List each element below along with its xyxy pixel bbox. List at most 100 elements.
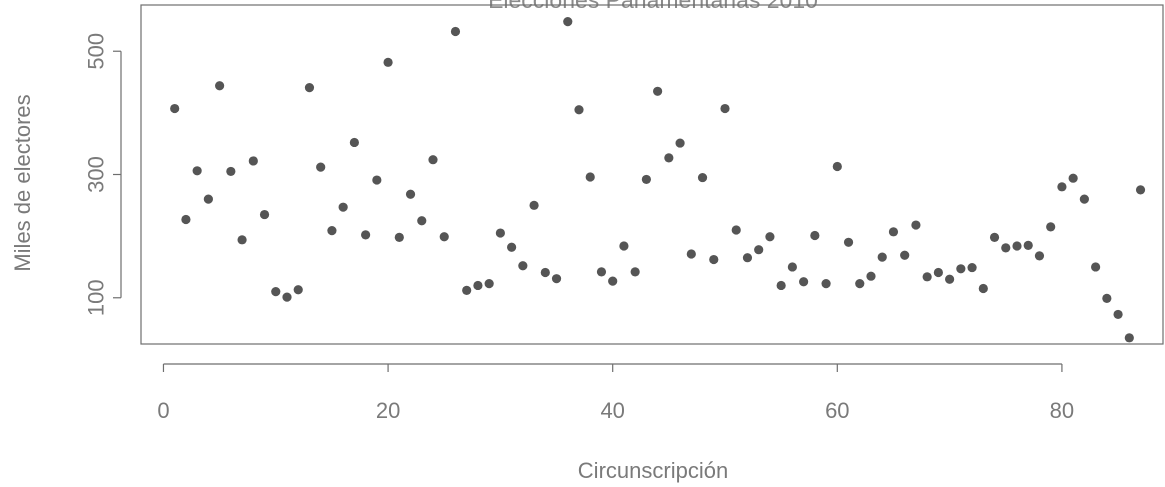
data-point — [888, 227, 899, 237]
data-point — [832, 161, 842, 172]
data-point — [664, 153, 674, 163]
data-point — [484, 278, 494, 289]
data-point — [259, 209, 270, 220]
data-point — [450, 26, 461, 37]
data-point — [967, 262, 977, 273]
data-point — [1124, 333, 1134, 343]
data-point — [293, 285, 303, 295]
x-axis-label: Circunscripción — [578, 458, 728, 483]
data-point — [405, 189, 416, 199]
data-point — [237, 235, 247, 245]
data-point — [630, 267, 640, 277]
data-point — [1135, 185, 1146, 195]
data-point — [787, 262, 797, 272]
data-point — [1023, 240, 1033, 250]
data-point — [765, 232, 775, 242]
data-point — [551, 274, 562, 284]
data-point — [720, 103, 730, 114]
data-point — [1068, 173, 1078, 183]
data-point — [731, 225, 741, 235]
data-point — [754, 245, 764, 255]
data-point — [877, 252, 887, 262]
data-point — [675, 138, 685, 148]
x-tick-label: 40 — [600, 398, 624, 423]
data-point — [417, 216, 427, 226]
data-point — [248, 156, 258, 166]
data-points — [170, 17, 1146, 343]
data-point — [1102, 293, 1112, 303]
data-point — [226, 166, 236, 177]
data-point — [574, 105, 584, 115]
data-point — [1079, 194, 1089, 204]
data-point — [843, 237, 854, 247]
data-point — [641, 174, 651, 185]
data-point — [439, 232, 449, 242]
data-point — [327, 225, 337, 236]
y-tick-label: 300 — [84, 156, 109, 193]
y-axis: 100 300 500 — [84, 33, 122, 316]
data-point — [911, 220, 921, 230]
data-point — [933, 267, 943, 278]
data-point — [372, 175, 382, 185]
data-point — [563, 17, 573, 27]
data-point — [529, 200, 539, 210]
data-point — [585, 172, 595, 182]
data-point — [495, 228, 505, 238]
data-point — [271, 287, 281, 297]
data-point — [473, 280, 483, 291]
data-point — [1001, 243, 1011, 253]
data-point — [989, 232, 1000, 242]
plot-area — [140, 4, 1164, 345]
data-point — [776, 280, 786, 291]
data-point — [821, 278, 831, 289]
data-point — [608, 276, 618, 286]
data-point — [428, 155, 438, 165]
data-point — [619, 241, 629, 251]
data-point — [215, 81, 225, 91]
data-point — [518, 261, 528, 271]
data-point — [900, 250, 910, 260]
data-point — [709, 254, 719, 265]
data-point — [282, 292, 292, 302]
data-point — [181, 214, 191, 225]
data-point — [1034, 251, 1045, 261]
data-point — [1057, 182, 1067, 192]
data-point — [349, 137, 359, 148]
data-point — [1091, 262, 1101, 272]
data-point — [1113, 309, 1123, 320]
data-point — [978, 283, 988, 294]
data-point — [810, 230, 820, 241]
data-point — [170, 103, 180, 114]
data-point — [507, 242, 517, 252]
x-tick-label: 80 — [1050, 398, 1074, 423]
data-point — [203, 194, 213, 204]
data-point — [1012, 241, 1022, 251]
data-point — [383, 57, 393, 67]
data-point — [596, 267, 607, 277]
chart-title: Elecciones Parlamentarias 2010 — [488, 0, 818, 13]
x-tick-label: 0 — [157, 398, 169, 423]
data-point — [866, 271, 876, 281]
y-tick-label: 500 — [84, 33, 109, 70]
x-tick-label: 20 — [376, 398, 400, 423]
data-point — [316, 162, 326, 172]
data-point — [956, 264, 966, 274]
data-point — [686, 249, 696, 259]
x-tick-label: 60 — [825, 398, 849, 423]
data-point — [540, 267, 550, 278]
data-point — [361, 230, 371, 240]
data-point — [1046, 222, 1056, 232]
data-point — [338, 202, 348, 212]
data-point — [945, 274, 955, 284]
data-point — [192, 166, 202, 176]
data-point — [394, 232, 404, 242]
data-point — [304, 82, 315, 93]
data-point — [922, 272, 932, 282]
data-point — [653, 86, 663, 96]
data-point — [855, 278, 865, 289]
x-axis: 0 20 40 60 80 — [157, 363, 1074, 423]
data-point — [697, 172, 708, 183]
data-point — [799, 277, 809, 287]
data-point — [742, 253, 753, 263]
data-point — [462, 285, 472, 295]
